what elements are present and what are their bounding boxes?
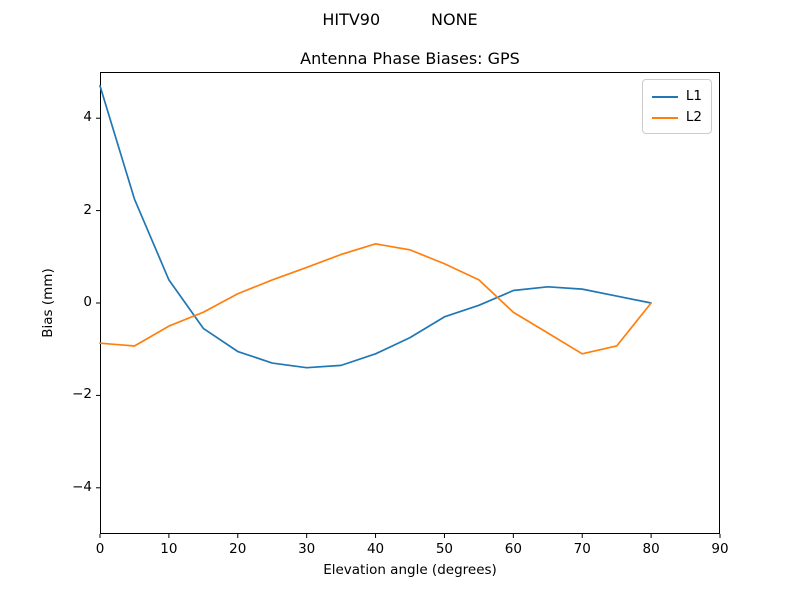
series-line-l1	[99, 85, 652, 369]
chart-canvas	[96, 85, 721, 538]
y-tick-label: 2	[83, 201, 92, 218]
chart-title: Antenna Phase Biases: GPS	[300, 49, 520, 68]
x-tick-label: 80	[642, 541, 660, 557]
plot-area: L1 L2	[96, 72, 721, 538]
x-tick-label: 0	[95, 541, 105, 557]
legend: L1 L2	[641, 79, 712, 134]
legend-label: L1	[685, 87, 702, 104]
y-tick-label: −4	[72, 478, 92, 495]
legend-label: L2	[685, 108, 702, 125]
legend-line-swatch-l1	[651, 95, 678, 98]
x-axis-label: Elevation angle (degrees)	[323, 562, 497, 578]
series-line-l2	[99, 243, 652, 355]
x-tick-label: 40	[366, 541, 385, 557]
y-tick-label: −2	[72, 386, 92, 403]
y-tick-label: 4	[83, 109, 92, 126]
x-tick-label: 10	[160, 541, 178, 557]
x-tick-label: 90	[711, 541, 729, 557]
x-tick-label: 20	[229, 541, 247, 557]
y-tick-label: 0	[83, 294, 92, 310]
x-tick-label: 60	[504, 541, 522, 557]
legend-line-swatch-l2	[651, 116, 678, 119]
legend-item-l2: L2	[651, 107, 702, 128]
y-axis-label: Bias (mm)	[40, 268, 56, 338]
x-tick-label: 70	[573, 541, 591, 557]
x-tick-label: 30	[298, 541, 316, 557]
legend-item-l1: L1	[651, 86, 702, 107]
figure-suptitle: HITV90 NONE	[322, 10, 478, 29]
x-tick-label: 50	[435, 541, 454, 557]
